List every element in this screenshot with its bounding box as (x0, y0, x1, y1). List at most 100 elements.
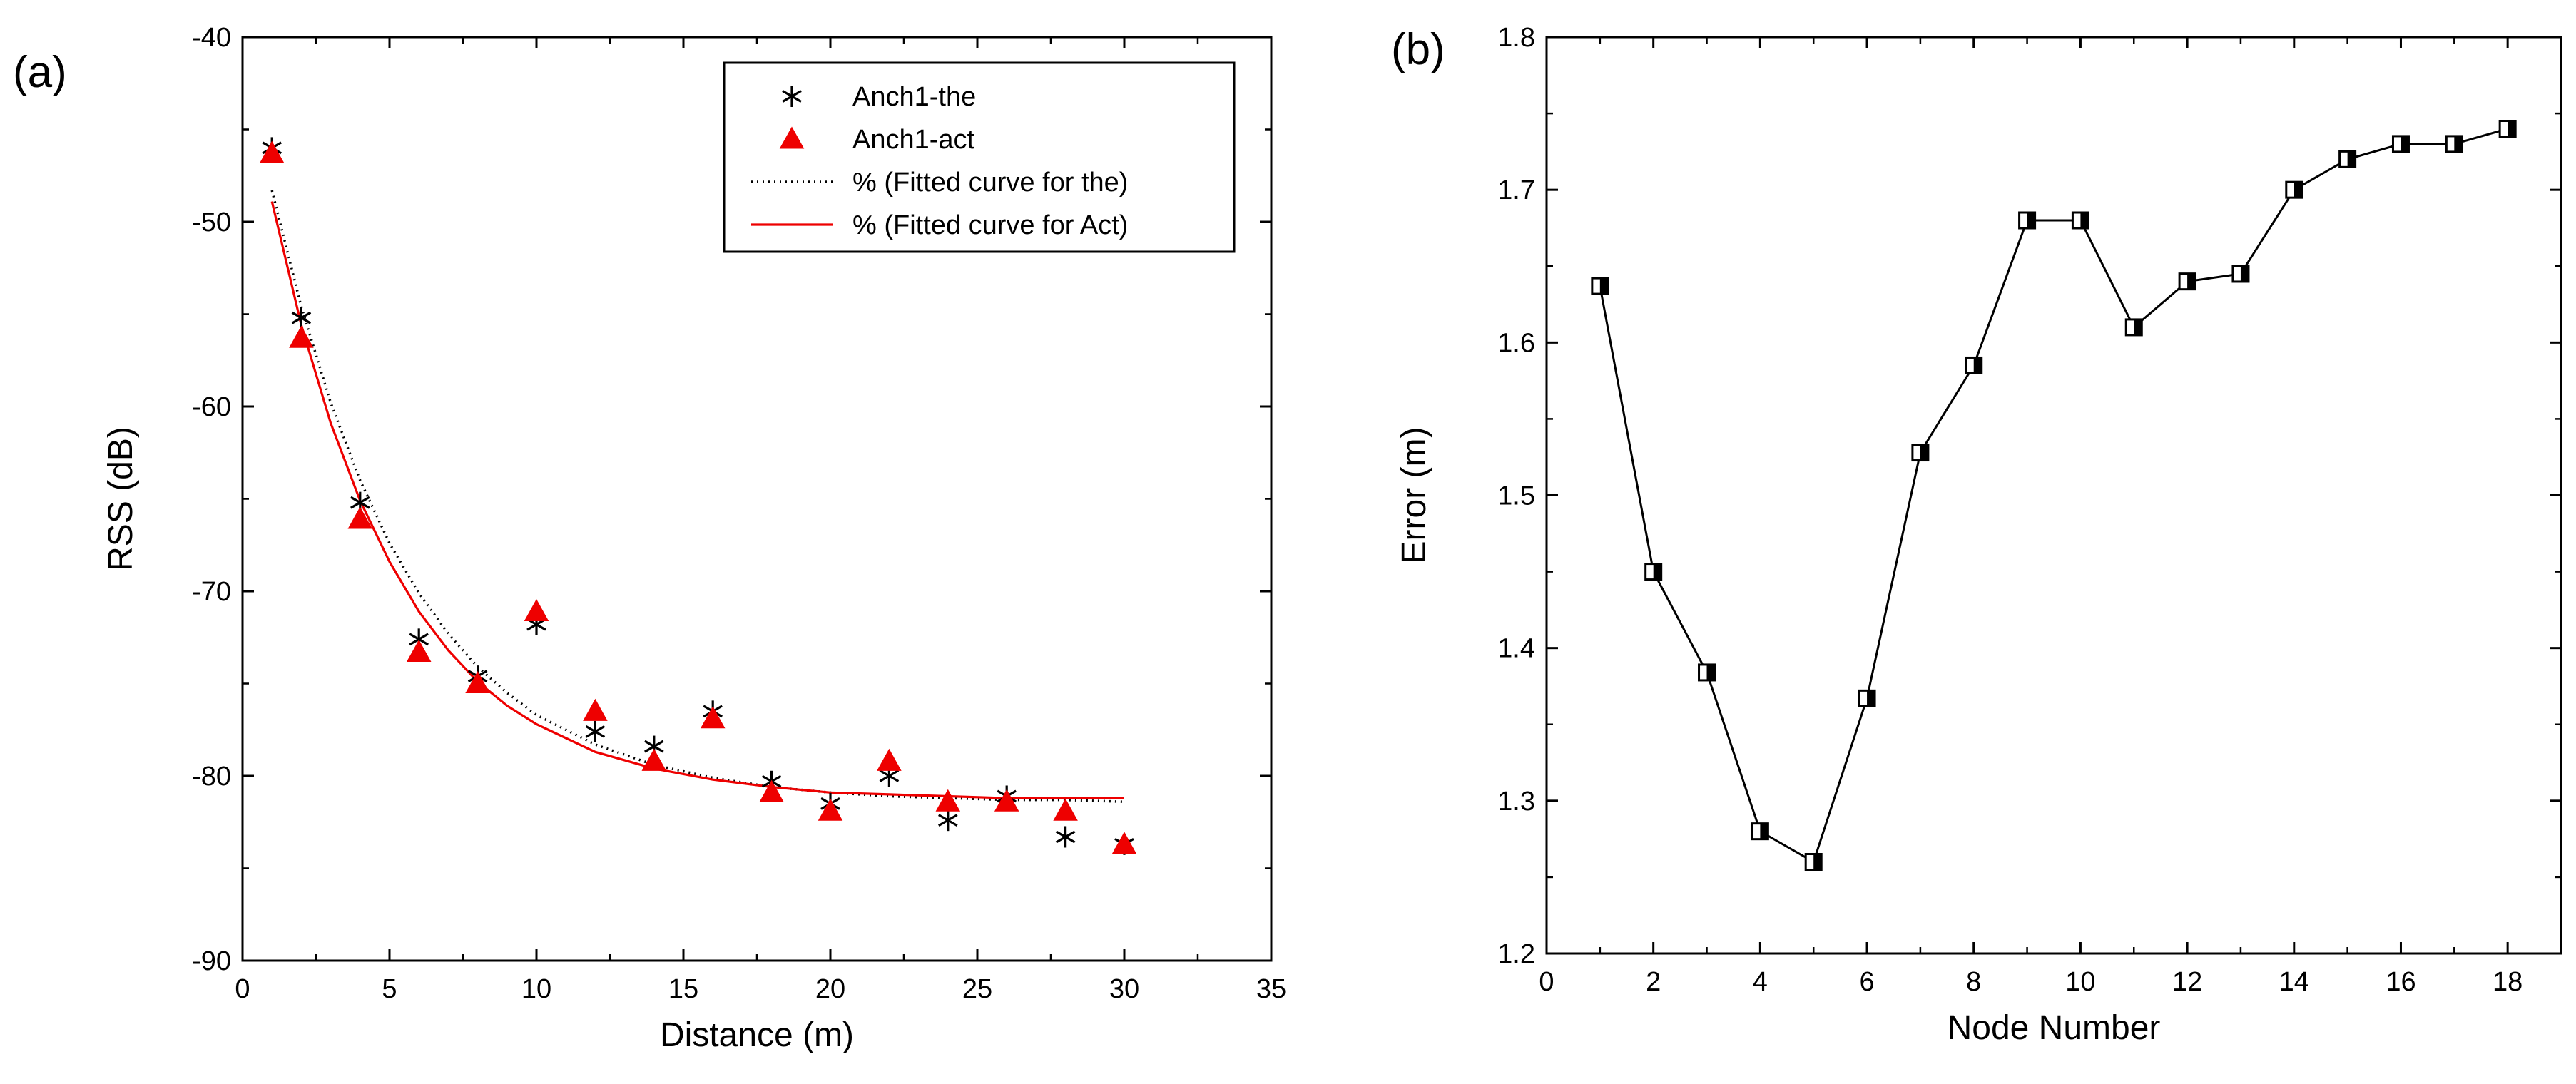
marker-fill (1760, 823, 1768, 839)
marker-fill (2240, 265, 2249, 282)
panel-label: (b) (1391, 25, 1445, 74)
asterisk-stroke (782, 90, 802, 103)
marker-fill (2080, 213, 2089, 228)
legend-label: % (Fitted curve for Act) (852, 210, 1128, 240)
error-point (1698, 663, 1716, 682)
x-tick-label: 20 (815, 974, 845, 1004)
legend-marker-the (782, 86, 802, 107)
marker-fill (1706, 664, 1715, 680)
marker-fill (1920, 444, 1928, 461)
point-anch1-act (289, 325, 314, 348)
x-tick-label: 8 (1966, 967, 1981, 997)
y-tick-label: -70 (192, 577, 231, 607)
asterisk-stroke (409, 633, 429, 646)
x-tick-label: 10 (2065, 967, 2095, 997)
asterisk-stroke (879, 769, 900, 782)
x-tick-label: 0 (235, 974, 250, 1004)
point-anch1-act (583, 698, 608, 721)
x-tick-label: 14 (2279, 967, 2309, 997)
error-point (1965, 356, 1983, 374)
y-tick-label: 1.3 (1497, 787, 1535, 817)
legend-label: % (Fitted curve for the) (852, 168, 1128, 198)
marker-fill (2347, 151, 2356, 168)
marker-fill (2401, 136, 2409, 152)
panel-b-error-vs-node: 0 2 4 6 8 10 12 14 16 18 1.2 1.3 1.4 1.5 1.6 1.7 1.8 Node… (1391, 23, 2562, 1047)
legend-label: Anch1-act (852, 125, 975, 155)
marker-fill (2454, 136, 2463, 152)
y-axis-label: RSS (dB) (102, 426, 140, 571)
marker-fill (2027, 213, 2035, 228)
error-point (2071, 211, 2089, 230)
y-tick-label: 1.7 (1497, 175, 1535, 205)
point-anch1-the (1055, 826, 1076, 848)
marker-fill (1653, 563, 1661, 580)
point-anch1-the (585, 720, 606, 742)
legend-marker-act (779, 126, 805, 149)
marker-fill (2187, 273, 2196, 290)
y-tick-label: 1.8 (1497, 23, 1535, 53)
error-point (1591, 277, 1609, 295)
x-tick-label: 6 (1859, 967, 1874, 997)
point-anch1-act (994, 789, 1019, 812)
legend: Anch1-the Anch1-act % (Fitted curve for th… (723, 61, 1236, 253)
point-anch1-act (641, 748, 667, 771)
point-anch1-act (935, 789, 961, 812)
x-tick-label: 10 (521, 974, 551, 1004)
y-tick-label: -50 (192, 208, 231, 237)
point-anch1-act (759, 779, 784, 802)
panel-a-rss-vs-distance: 0 5 10 15 20 25 30 35 -90 -80 -70 -60 -50 -40 Distance… (13, 23, 1286, 1054)
error-point (2124, 318, 2143, 337)
x-tick-label: 4 (1753, 967, 1768, 997)
marker-fill (2294, 182, 2302, 198)
asterisk-stroke (585, 725, 606, 738)
error-point (2285, 180, 2303, 199)
point-anch1-act (1053, 798, 1078, 821)
asterisk-stroke (1055, 830, 1076, 844)
point-anch1-act (524, 598, 549, 622)
marker-fill (1867, 690, 1875, 707)
y-tick-label: 1.6 (1497, 328, 1535, 358)
y-axis-label: Error (m) (1395, 427, 1433, 564)
point-anch1-act (1111, 832, 1137, 854)
y-tick-label: -60 (192, 392, 231, 422)
x-tick-label: 15 (668, 974, 698, 1004)
error-line (1599, 128, 2508, 864)
x-tick-label: 25 (962, 974, 992, 1004)
plot-frame (1545, 36, 2562, 955)
point-anch1-act (259, 140, 285, 163)
marker-fill (1599, 278, 1608, 295)
error-point (2445, 135, 2463, 153)
x-tick-label: 35 (1256, 974, 1286, 1004)
error-point (2178, 272, 2196, 291)
point-anch1-act (347, 506, 373, 529)
point-anch1-act (465, 670, 490, 694)
asterisk-stroke (350, 496, 370, 509)
x-tick-label: 12 (2172, 967, 2202, 997)
legend-label: Anch1-the (852, 82, 976, 112)
point-anch1-act (700, 706, 726, 729)
y-tick-label: 1.5 (1497, 481, 1535, 511)
asterisk-stroke (291, 311, 312, 324)
x-tick-label: 5 (382, 974, 397, 1004)
error-point (1644, 563, 1663, 581)
x-tick-label: 18 (2493, 967, 2522, 997)
error-point (2391, 135, 2410, 153)
x-tick-label: 2 (1646, 967, 1661, 997)
error-point (2338, 150, 2357, 168)
y-tick-label: -90 (192, 946, 231, 976)
marker-fill (1973, 357, 1982, 374)
marker-fill (1813, 854, 1822, 870)
point-anch1-act (877, 748, 902, 771)
y-tick-label: 1.4 (1497, 634, 1535, 664)
panel-label: (a) (13, 48, 67, 97)
error-point (2498, 120, 2517, 138)
asterisk-stroke (938, 814, 958, 827)
error-point (1911, 444, 1930, 462)
error-point (1804, 853, 1823, 871)
y-tick-label: -40 (192, 23, 231, 53)
point-anch1-act (406, 639, 432, 663)
error-point (2018, 211, 2037, 230)
point-anch1-the (938, 809, 958, 832)
y-tick-label: 1.2 (1497, 939, 1535, 969)
